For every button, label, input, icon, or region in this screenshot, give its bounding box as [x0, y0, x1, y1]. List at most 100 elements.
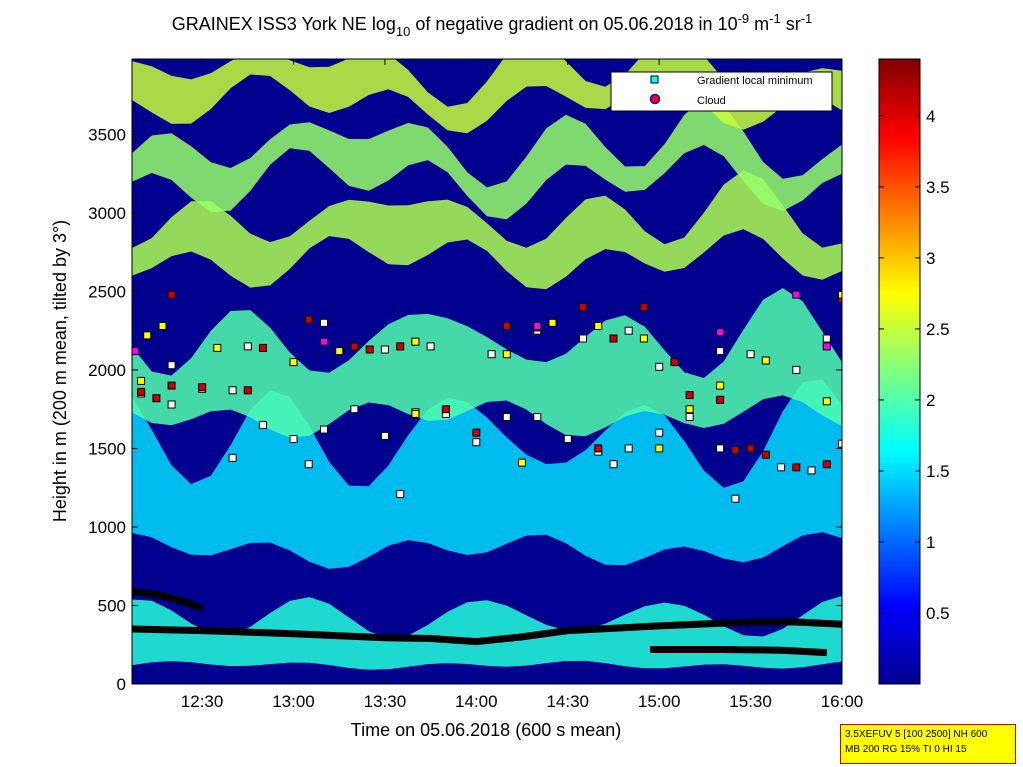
legend: Gradient local minimum Cloud	[610, 71, 833, 112]
gradient-minimum-marker	[533, 413, 542, 421]
cloud-marker	[502, 350, 511, 359]
info-line-1: 3.5XEFUV 5 [100 2500] NH 600	[845, 729, 988, 740]
cloud-marker	[792, 290, 801, 299]
cloud-marker	[639, 334, 648, 343]
cloud-marker	[685, 391, 694, 400]
heatmap-band	[132, 97, 842, 220]
marker-series	[132, 290, 842, 657]
cloud-marker	[639, 303, 648, 312]
gradient-minimum-marker	[609, 460, 618, 469]
cloud-marker	[670, 358, 679, 367]
cloud-marker	[259, 343, 267, 352]
colorbar-tick-label: 0.5	[926, 604, 950, 623]
gradient-minimum-marker	[396, 490, 405, 498]
gradient-minimum-marker	[304, 460, 313, 469]
cloud-marker	[304, 315, 313, 324]
cloud-marker	[716, 381, 725, 390]
cloud-marker	[213, 343, 222, 352]
gradient-minimum-marker	[716, 444, 725, 453]
gradient-minimum-marker	[685, 413, 694, 421]
cloud-marker	[441, 405, 450, 414]
cloud-marker	[731, 446, 740, 454]
gradient-minimum-marker	[167, 361, 176, 370]
y-tick-label: 1500	[88, 439, 126, 458]
cloud-marker	[365, 345, 374, 354]
cloud-marker	[137, 387, 146, 396]
legend-box	[610, 71, 833, 112]
x-tick-label: 14:00	[455, 692, 498, 711]
cloud-marker	[335, 347, 344, 356]
cloud-marker	[198, 383, 207, 392]
cloud-marker	[716, 395, 725, 404]
cloud-marker	[838, 290, 842, 299]
chart-title: GRAINEX ISS3 York NE log10 of negative g…	[172, 11, 813, 39]
cloud-marker	[143, 331, 152, 340]
heatmap-area	[132, 59, 842, 684]
gradient-minimum-marker	[472, 438, 481, 447]
x-tick-label: 14:30	[546, 692, 589, 711]
colorbar-tick-label: 1	[926, 533, 935, 552]
x-tick-label: 15:30	[729, 692, 772, 711]
gradient-minimum-marker	[243, 342, 252, 351]
cloud-marker	[320, 337, 328, 346]
cloud-marker	[548, 318, 557, 327]
legend-label-cloud: Cloud	[697, 95, 726, 107]
legend-marker-gradient-minimum	[650, 75, 659, 84]
cloud-marker	[411, 337, 420, 346]
gradient-minimum-marker	[563, 435, 572, 443]
x-tick-label: 13:30	[364, 692, 407, 711]
cloud-marker	[838, 295, 842, 304]
cloud-marker	[761, 450, 770, 459]
colorbar-tick-label: 3	[926, 249, 935, 268]
y-tick-label: 3500	[88, 125, 126, 144]
y-axis: 0 500 1000 1500 2000 2500 3000 3500	[88, 125, 842, 694]
cloud-marker	[167, 290, 176, 299]
gradient-minimum-marker	[822, 334, 831, 343]
y-tick-label: 1000	[88, 518, 126, 537]
cloud-marker	[396, 342, 405, 351]
y-tick-label: 2000	[88, 361, 126, 380]
x-tick-label: 16:00	[821, 692, 864, 711]
cloud-marker	[411, 409, 420, 418]
cloud-marker	[289, 358, 298, 367]
cloud-marker	[685, 405, 694, 414]
colorbar-tick-label: 1.5	[926, 462, 950, 481]
colorbar-tick-label: 2	[926, 391, 935, 410]
cloud-marker	[716, 328, 725, 337]
cloud-marker	[152, 394, 161, 403]
gradient-minimum-marker	[350, 405, 359, 414]
x-axis-label: Time on 05.06.2018 (600 s mean)	[351, 720, 622, 740]
cloud-marker	[655, 444, 664, 453]
cloud-marker	[243, 386, 252, 395]
gradient-minimum-line	[650, 646, 827, 657]
gradient-minimum-marker	[792, 365, 801, 374]
x-tick-label: 12:30	[181, 692, 224, 711]
colorbar-tick-label: 3.5	[926, 178, 950, 197]
heatmap-band	[132, 288, 842, 438]
gradient-minimum-marker	[655, 362, 664, 371]
x-axis: 12:30 13:00 13:30 14:00 14:30 15:00 15:30 16:00	[181, 59, 863, 711]
cloud-marker	[792, 463, 801, 472]
gradient-minimum-marker	[838, 439, 842, 448]
cloud-marker	[533, 322, 542, 330]
heatmap-band	[132, 170, 842, 290]
colorbar-tick-label: 2.5	[926, 320, 950, 339]
gradient-minimum-marker	[624, 326, 633, 335]
colorbar-tick-label: 4	[926, 107, 935, 126]
cloud-marker	[822, 342, 831, 351]
cloud-marker	[167, 381, 176, 390]
gradient-minimum-marker	[487, 350, 496, 359]
gradient-minimum-marker	[731, 494, 740, 503]
cloud-marker	[502, 322, 511, 330]
gradient-minimum-marker	[579, 334, 587, 343]
cloud-marker	[761, 356, 770, 365]
gradient-minimum-marker	[716, 347, 725, 356]
gradient-minimum-marker	[380, 345, 389, 354]
gradient-minimum-marker	[259, 420, 267, 429]
colorbar	[878, 58, 921, 685]
cloud-marker	[158, 322, 167, 330]
gradient-minimum-marker	[228, 453, 237, 462]
cloud-marker	[579, 303, 587, 312]
gradient-minimum-line	[132, 618, 842, 646]
